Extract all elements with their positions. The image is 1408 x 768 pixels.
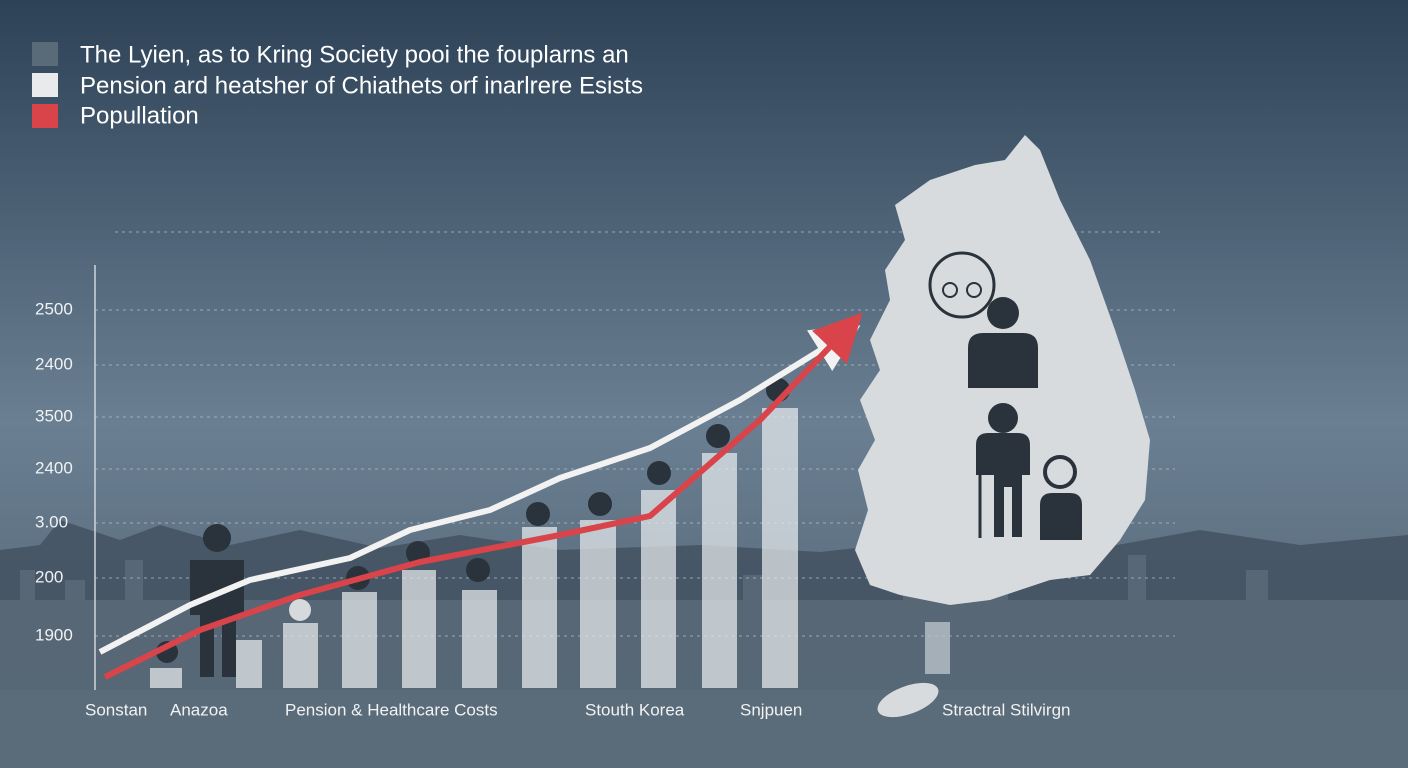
dot [466,558,490,582]
ground [0,690,1408,768]
bar [283,623,318,688]
dot [588,492,612,516]
x-label: Sonstan [85,700,147,719]
bar [236,640,262,688]
dot [289,599,311,621]
legend-text: Pension ard heatsher of Chiathets orf in… [80,72,643,99]
x-label: Anazoa [170,700,228,719]
elderly-figures [928,251,1082,540]
dot [526,502,550,526]
bars [150,408,798,688]
x-label: Stouth Korea [585,700,685,719]
bar [580,520,616,688]
legend-swatch [32,73,58,97]
building [925,622,950,674]
bar [342,592,377,688]
red-trend-line [103,312,863,680]
y-axis-label: 3.00 [35,512,68,531]
y-axis-label: 2500 [35,299,73,318]
jeju-island [877,682,939,718]
bar [150,668,182,688]
legend-swatch [32,42,58,66]
y-axis-label: 1900 [35,625,73,644]
bar [641,490,676,688]
y-axis-label: 2400 [35,354,73,373]
x-label: Pension & Healthcare Costs [285,700,498,719]
legend-swatch [32,104,58,128]
bar [522,527,557,688]
legend-text: Popullation [80,102,199,129]
bar [762,408,798,688]
dot [647,461,671,485]
dot [706,424,730,448]
y-axis-label: 200 [35,567,63,586]
y-axis-label: 2400 [35,458,73,477]
x-label: Snjpuen [740,700,802,719]
y-axis-label: 3500 [35,406,73,425]
white-trend-line [98,325,861,655]
bar [402,570,436,688]
y-axis: 2500 2400 3500 2400 3.00 200 1900 [35,299,1175,644]
bar [462,590,497,688]
x-label: Stractral Stilvirgn [942,700,1070,719]
bar [702,453,737,688]
legend-text: The Lyien, as to Kring Society pooi the … [80,41,629,68]
